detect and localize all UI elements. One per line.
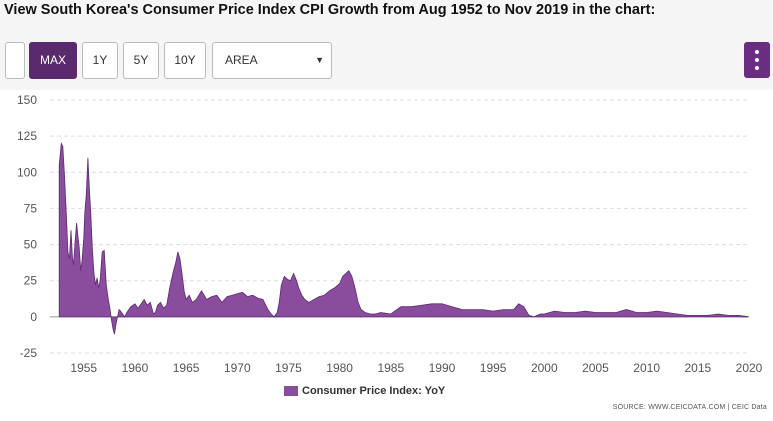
chevron-down-icon: ▼ [315,55,324,65]
x-tick-label: 1960 [122,361,149,375]
chart-panel [0,90,773,421]
x-tick-label: 2015 [684,361,711,375]
y-tick-label: -25 [20,346,38,360]
blank-button[interactable] [5,42,25,79]
x-tick-label: 1985 [377,361,404,375]
x-tick-label: 1990 [429,361,456,375]
chart-legend[interactable]: Consumer Price Index: YoY [284,385,445,397]
legend-label: Consumer Price Index: YoY [302,385,446,397]
y-tick-label: 75 [24,201,38,215]
range-max-button[interactable]: MAX [29,42,77,79]
x-tick-label: 2020 [736,361,763,375]
x-tick-label: 1975 [275,361,302,375]
menu-dot-icon [755,66,759,70]
more-options-button[interactable] [744,42,770,78]
legend-swatch [284,386,298,396]
chart-type-value: AREA [225,53,258,67]
x-tick-label: 2005 [582,361,609,375]
y-tick-label: 125 [17,129,37,143]
x-tick-label: 2000 [531,361,558,375]
y-tick-label: 150 [17,93,37,107]
range-10y-button[interactable]: 10Y [164,42,206,79]
cpi-area-series [58,142,749,335]
y-tick-label: 25 [24,274,38,288]
range-1y-button[interactable]: 1Y [82,42,118,79]
x-tick-label: 1970 [224,361,251,375]
chart-type-select[interactable]: AREA ▼ [212,42,332,79]
menu-dot-icon [755,50,759,54]
x-tick-label: 1995 [480,361,507,375]
range-5y-button[interactable]: 5Y [123,42,159,79]
page-heading: View South Korea's Consumer Price Index … [4,2,656,18]
x-tick-label: 1980 [326,361,353,375]
y-tick-label: 50 [24,238,38,252]
x-tick-label: 1955 [70,361,97,375]
x-tick-label: 2010 [633,361,660,375]
x-tick-label: 1965 [173,361,200,375]
menu-dot-icon [755,58,759,62]
source-credit: SOURCE: WWW.CEICDATA.COM | CEIC Data [612,404,767,411]
y-tick-label: 100 [17,165,37,179]
y-tick-label: 0 [30,310,37,324]
